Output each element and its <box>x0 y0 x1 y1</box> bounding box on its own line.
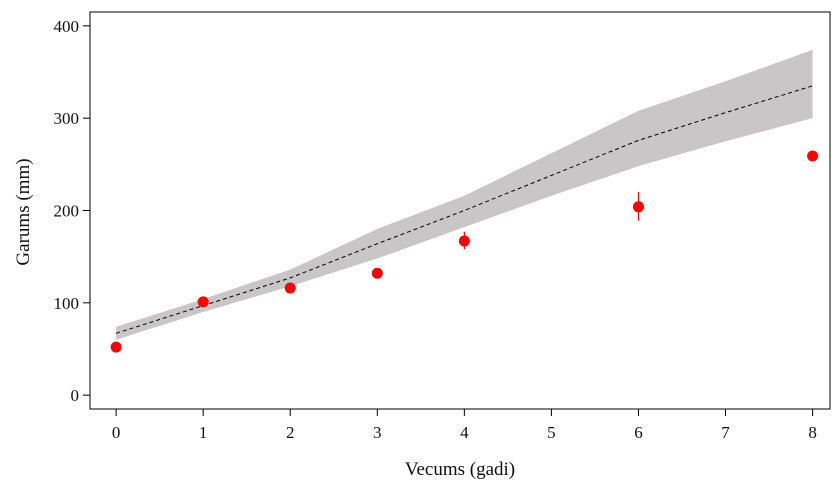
data-point <box>110 341 122 353</box>
x-tick-label: 4 <box>460 423 469 442</box>
confidence-band <box>116 49 813 340</box>
y-axis: 0 100 200 300 400 <box>54 17 90 405</box>
data-point <box>632 201 644 213</box>
data-point <box>284 282 296 294</box>
data-point <box>807 150 819 162</box>
mean-line-layer <box>115 85 813 334</box>
x-tick-label: 8 <box>808 423 817 442</box>
x-axis: 0 1 2 3 4 5 6 7 8 <box>112 409 817 442</box>
observed-points-layer <box>110 150 819 353</box>
confidence-band-layer <box>116 49 813 340</box>
data-point <box>197 296 209 308</box>
x-tick-label: 6 <box>634 423 643 442</box>
x-tick-label: 0 <box>112 423 121 442</box>
data-point <box>371 267 383 279</box>
x-tick-label: 2 <box>286 423 295 442</box>
y-tick-label: 200 <box>54 202 80 221</box>
x-tick-label: 7 <box>721 423 730 442</box>
mean-line <box>115 85 813 334</box>
y-tick-label: 300 <box>54 109 80 128</box>
x-axis-title: Vecums (gadi) <box>405 459 515 480</box>
x-tick-label: 3 <box>373 423 382 442</box>
y-tick-label: 400 <box>54 17 80 36</box>
y-axis-title: Garums (mm) <box>13 158 34 265</box>
x-tick-label: 5 <box>547 423 556 442</box>
y-tick-label: 0 <box>71 386 80 405</box>
y-tick-label: 100 <box>54 294 80 313</box>
x-tick-label: 1 <box>199 423 208 442</box>
data-point <box>458 235 470 247</box>
